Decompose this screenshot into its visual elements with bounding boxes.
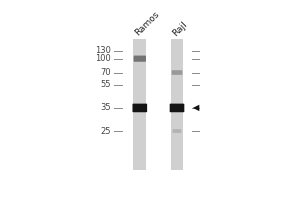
Polygon shape <box>193 105 199 111</box>
FancyBboxPatch shape <box>172 129 182 133</box>
Text: 70: 70 <box>100 68 111 77</box>
Text: 130: 130 <box>95 46 111 55</box>
Text: Ramos: Ramos <box>134 10 161 38</box>
FancyBboxPatch shape <box>170 104 184 112</box>
Bar <box>171 39 183 170</box>
FancyBboxPatch shape <box>134 56 146 62</box>
Text: RajI: RajI <box>171 20 189 38</box>
FancyBboxPatch shape <box>133 104 147 112</box>
FancyBboxPatch shape <box>172 70 182 75</box>
Text: 35: 35 <box>100 103 111 112</box>
Bar <box>134 39 146 170</box>
Text: 25: 25 <box>100 127 111 136</box>
Text: 100: 100 <box>95 54 111 63</box>
Text: 55: 55 <box>100 80 111 89</box>
